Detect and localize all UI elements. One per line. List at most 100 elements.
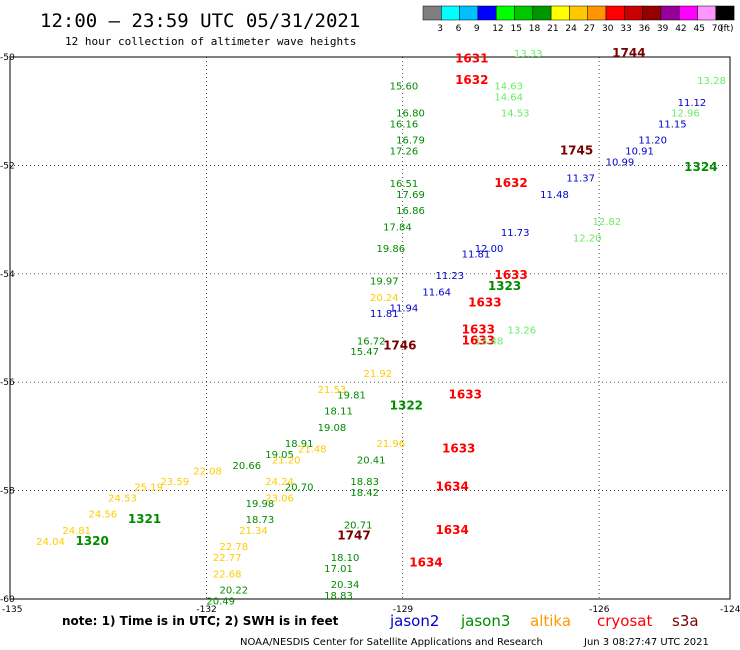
- color-scale-label: 3: [437, 24, 443, 34]
- plot-area: [9, 56, 731, 600]
- satellite-legend-cryosat: cryosat: [597, 612, 652, 630]
- data-point-label: 1633: [494, 268, 527, 282]
- data-point-label: 1634: [409, 555, 442, 569]
- data-point-label: 18.91: [285, 439, 314, 450]
- data-point-label: 1746: [383, 339, 416, 353]
- data-point-label: 12.20: [573, 233, 602, 244]
- satellite-legend-altika: altika: [530, 612, 571, 630]
- data-point-label: 13.48: [475, 336, 504, 347]
- pass-time-label: 1320: [75, 534, 108, 548]
- color-scale-label: 21: [547, 24, 558, 34]
- data-point-label: 18.10: [331, 553, 360, 564]
- axis-tick-labels: -135-132-129-126-123-124-50-52-54-56-58-…: [0, 53, 740, 615]
- color-scale-label: 42: [675, 24, 686, 34]
- footer-timestamp: Jun 3 08:27:47 UTC 2021: [583, 637, 709, 648]
- data-point-label: 20.41: [357, 456, 386, 467]
- data-point-label: 16.80: [396, 109, 425, 120]
- data-point-label: 20.71: [344, 521, 373, 532]
- pass-time-label: 1321: [128, 512, 161, 526]
- data-point-label: 18.11: [324, 407, 353, 418]
- y-tick-label: -56: [0, 378, 15, 388]
- color-scale-legend: [422, 5, 735, 21]
- color-scale-label: 33: [620, 24, 631, 34]
- data-point-label: 16.72: [357, 336, 386, 347]
- color-swatch: [678, 5, 698, 21]
- data-point-label: 22.77: [213, 553, 242, 564]
- x-tick-label: -135: [2, 605, 22, 615]
- data-point-label: 15.47: [350, 347, 379, 358]
- data-point-label: 19.05: [265, 450, 294, 461]
- data-point-label: 11.15: [658, 119, 687, 130]
- data-point-label: 16.79: [396, 136, 425, 147]
- color-scale-label: 30: [602, 24, 614, 34]
- x-tick-label: -124: [720, 605, 740, 615]
- x-tick-label: -132: [196, 605, 216, 615]
- data-point-label: 21.92: [363, 369, 392, 380]
- y-tick-label: -60: [0, 595, 15, 605]
- data-point-label: 1634: [435, 480, 468, 494]
- data-point-label: 1633: [442, 442, 475, 456]
- data-point-label: 25.19: [134, 483, 163, 494]
- data-point-label: 22.68: [213, 569, 242, 580]
- data-point-label: 16.51: [390, 179, 419, 190]
- color-scale-label: 24: [565, 24, 577, 34]
- data-point-label: 11.48: [540, 190, 569, 201]
- y-tick-label: -54: [0, 270, 15, 280]
- color-swatch: [587, 5, 607, 21]
- data-point-label: 11.37: [566, 174, 595, 185]
- x-tick-label: -126: [589, 605, 610, 615]
- color-swatch: [514, 5, 534, 21]
- data-point-label: 11.20: [638, 136, 667, 147]
- color-scale-label: 36: [639, 24, 651, 34]
- data-point-label: 18.73: [246, 515, 275, 526]
- data-point-label: 24.04: [36, 537, 65, 548]
- data-point-label: 20.49: [206, 596, 235, 607]
- color-swatch: [422, 5, 442, 21]
- footer-note: note: 1) Time is in UTC; 2) SWH is in fe…: [62, 614, 339, 628]
- data-point-label: 20.22: [219, 586, 248, 597]
- data-point-label: 17.01: [324, 564, 353, 575]
- data-point-label: 11.73: [501, 228, 530, 239]
- color-swatch: [569, 5, 588, 21]
- data-point-label: 11.64: [422, 287, 451, 298]
- data-point-label: 17.84: [383, 222, 412, 233]
- satellite-legend-jason2: jason2: [389, 612, 439, 630]
- data-point-label: 19.08: [318, 423, 347, 434]
- data-point-label: 20.24: [370, 293, 399, 304]
- pass-time-label: 1324: [684, 160, 717, 174]
- data-point-label: 1632: [455, 73, 488, 87]
- data-point-label: 1633: [462, 333, 495, 347]
- data-point-label: 20.34: [331, 580, 360, 591]
- data-point-label: 1745: [560, 144, 593, 158]
- data-point-label: 10.99: [606, 157, 635, 168]
- data-point-label: 17.69: [396, 190, 425, 201]
- data-point-label: 21.48: [298, 445, 327, 456]
- data-point-label: 1744: [612, 46, 645, 60]
- data-point-label: 21.53: [318, 385, 347, 396]
- grid-lines: [10, 57, 730, 599]
- pass-time-label: 1323: [488, 279, 521, 293]
- color-scale-label: 27: [584, 24, 595, 34]
- data-point-label: 16.16: [390, 119, 419, 130]
- color-swatch: [660, 5, 680, 21]
- color-swatch: [441, 5, 460, 21]
- data-point-label: 1632: [494, 176, 527, 190]
- color-swatch: [624, 5, 643, 21]
- data-point-label: 24.56: [89, 510, 118, 521]
- data-point-label: 20.70: [285, 483, 314, 494]
- data-point-label: 21.34: [239, 526, 268, 537]
- data-point-label: 14.53: [501, 109, 530, 120]
- data-point-label: 1631: [455, 51, 488, 65]
- data-point-label: 19.86: [377, 244, 406, 255]
- data-point-label: 13.26: [507, 325, 536, 336]
- color-scale-label: 45: [694, 24, 705, 34]
- color-scale-unit: (ft): [720, 24, 734, 34]
- data-point-label: 20.66: [233, 461, 262, 472]
- data-point-label: 24.24: [265, 477, 294, 488]
- color-swatch: [495, 5, 515, 21]
- color-scale-label: 15: [511, 24, 522, 34]
- data-point-label: 14.64: [494, 92, 523, 103]
- data-point-label: 22.08: [193, 466, 222, 477]
- data-point-label: 23.06: [265, 493, 294, 504]
